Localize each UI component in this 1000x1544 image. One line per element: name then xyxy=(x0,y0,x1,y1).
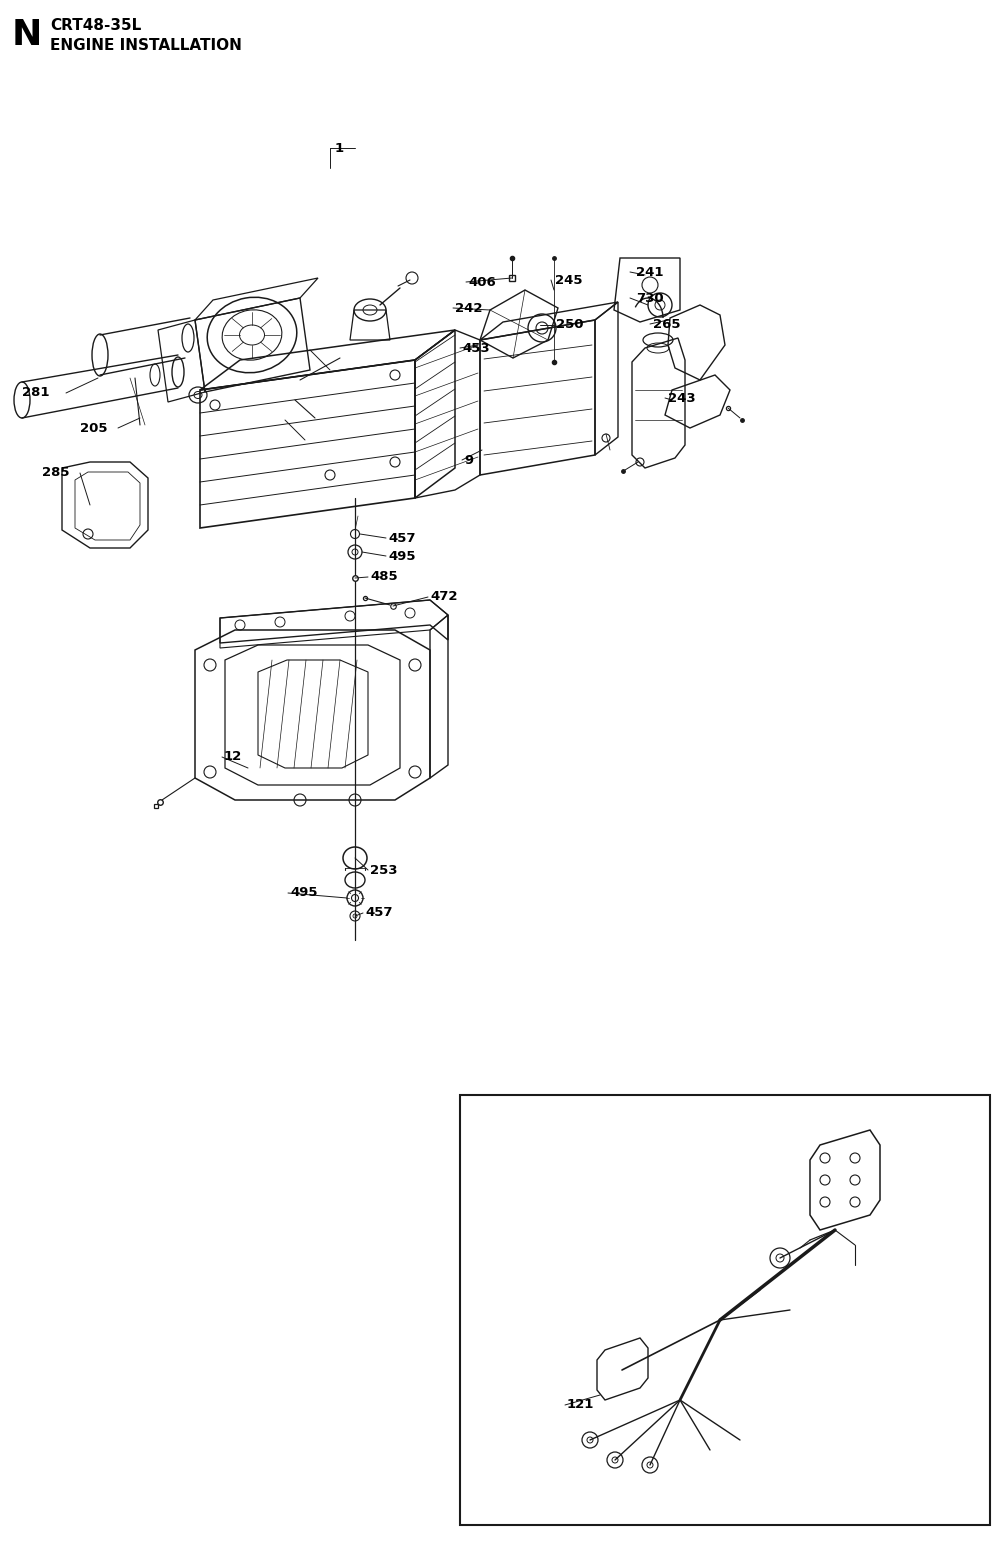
Text: 250: 250 xyxy=(556,318,584,332)
Text: 243: 243 xyxy=(668,392,696,405)
Text: 12: 12 xyxy=(224,750,242,763)
Text: ENGINE INSTALLATION: ENGINE INSTALLATION xyxy=(50,39,242,52)
Text: 730: 730 xyxy=(636,292,664,304)
Bar xyxy=(460,1095,990,1525)
Text: 495: 495 xyxy=(388,550,416,562)
Text: 205: 205 xyxy=(80,422,108,434)
Text: 453: 453 xyxy=(462,341,490,355)
Text: 265: 265 xyxy=(653,318,680,330)
Text: 1: 1 xyxy=(335,142,344,154)
Text: 495: 495 xyxy=(290,886,318,900)
Text: 121: 121 xyxy=(567,1399,594,1411)
Text: 281: 281 xyxy=(22,386,50,400)
Text: 485: 485 xyxy=(370,570,398,584)
Text: 253: 253 xyxy=(370,863,398,877)
Text: 406: 406 xyxy=(468,275,496,289)
Text: 285: 285 xyxy=(42,466,70,480)
Text: 457: 457 xyxy=(388,531,416,545)
Text: 9: 9 xyxy=(464,454,473,466)
Text: CRT48-35L: CRT48-35L xyxy=(50,19,141,32)
Text: N: N xyxy=(12,19,42,52)
Text: 241: 241 xyxy=(636,266,664,278)
Text: 245: 245 xyxy=(555,273,582,287)
Text: 472: 472 xyxy=(430,590,458,604)
Text: 457: 457 xyxy=(365,906,392,920)
Text: 242: 242 xyxy=(455,301,482,315)
